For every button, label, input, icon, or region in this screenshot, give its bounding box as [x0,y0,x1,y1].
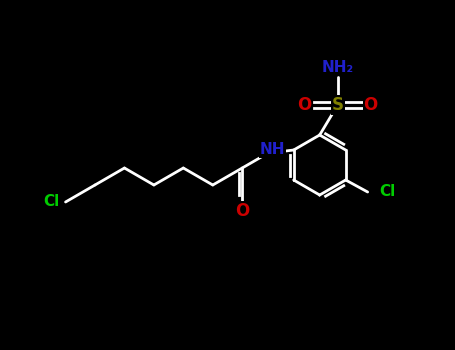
Text: O: O [364,96,378,114]
Text: S: S [332,96,344,114]
Text: NH₂: NH₂ [322,60,354,75]
Text: Cl: Cl [43,195,60,210]
Text: O: O [235,202,249,220]
Text: O: O [298,96,312,114]
Text: NH: NH [260,142,285,158]
Text: Cl: Cl [379,184,396,200]
